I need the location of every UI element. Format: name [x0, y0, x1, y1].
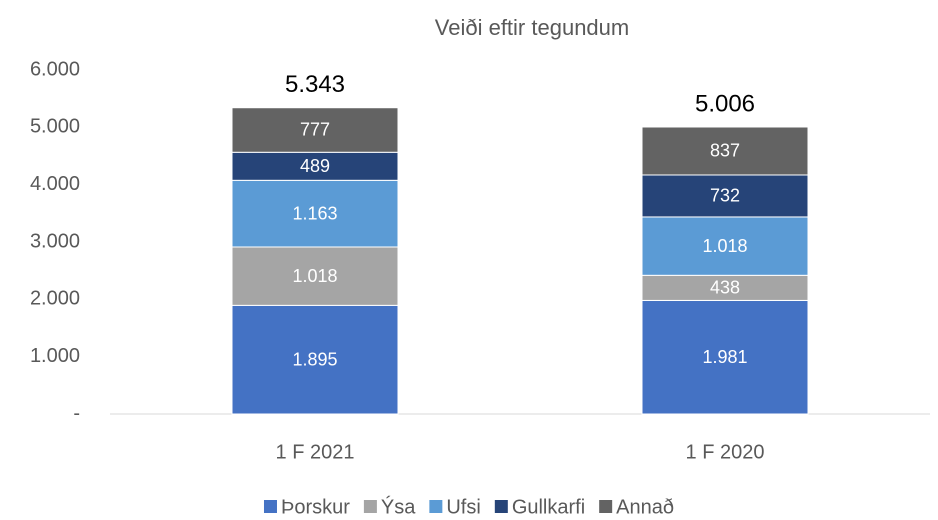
x-tick-label: 1 F 2021 [276, 441, 355, 463]
data-label: 732 [710, 186, 740, 206]
bar-segment [231, 107, 399, 153]
y-tick-label: 3.000 [30, 230, 80, 252]
x-tick-label: 1 F 2020 [686, 441, 765, 463]
bar-segment [641, 174, 809, 218]
data-label: 777 [300, 120, 330, 140]
bar-segment [641, 216, 809, 276]
legend-label: Annað [616, 496, 674, 518]
bar-segment [231, 304, 399, 415]
total-label: 5.343 [285, 71, 345, 98]
legend-swatch [429, 500, 443, 513]
y-tick-label: 4.000 [30, 173, 80, 195]
bar-segment [641, 299, 809, 415]
legend-label: Ufsi [446, 496, 480, 518]
legend-label: Gullkarfi [512, 496, 585, 518]
legend: Þorskur Ýsa Ufsi Gullkarfi Annað [263, 495, 674, 518]
data-label: 1.895 [292, 349, 337, 369]
y-tick-label: 6.000 [30, 58, 80, 80]
bar-segment [231, 151, 399, 181]
legend-swatch [363, 500, 377, 513]
data-label: 1.018 [292, 266, 337, 286]
legend-label: Ýsa [381, 495, 416, 518]
legend-label: Þorskur [281, 496, 350, 518]
total-label: 5.006 [695, 90, 755, 117]
data-label: 489 [300, 156, 330, 176]
legend-swatch [263, 500, 277, 513]
y-tick-label: 5.000 [30, 116, 80, 138]
data-label: 1.981 [702, 347, 747, 367]
y-tick-label: 1.000 [30, 345, 80, 367]
y-tick-label: 2.000 [30, 288, 80, 310]
data-label: 1.163 [292, 203, 337, 223]
legend-swatch [599, 500, 613, 513]
legend-swatch [494, 500, 508, 513]
data-label: 837 [710, 141, 740, 161]
data-label: 438 [710, 278, 740, 298]
bar-segment [231, 246, 399, 306]
bar-segment [641, 274, 809, 301]
y-tick-label: - [73, 402, 80, 424]
chart-title: Veiði eftir tegundum [435, 15, 629, 40]
bar-segment [641, 126, 809, 176]
data-label: 1.018 [702, 236, 747, 256]
